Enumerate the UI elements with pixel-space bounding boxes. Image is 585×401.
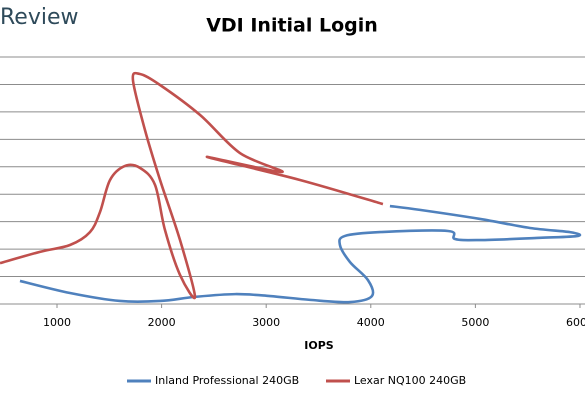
x-tick-label: 4000 [357,316,385,329]
legend-label: Inland Professional 240GB [155,374,299,387]
x-tick-label: 5000 [461,316,489,329]
series-line [19,204,582,304]
chart-title: VDI Initial Login [206,15,378,37]
legend-label: Lexar NQ100 240GB [354,374,466,387]
x-tick-label: 6000 [566,316,585,329]
x-tick-label: 2000 [148,316,176,329]
watermark: Review [0,5,79,30]
x-tick-label: 1000 [43,316,71,329]
series-line [0,71,384,300]
x-axis-label: IOPS [304,339,334,352]
x-tick-label: 3000 [252,316,280,329]
